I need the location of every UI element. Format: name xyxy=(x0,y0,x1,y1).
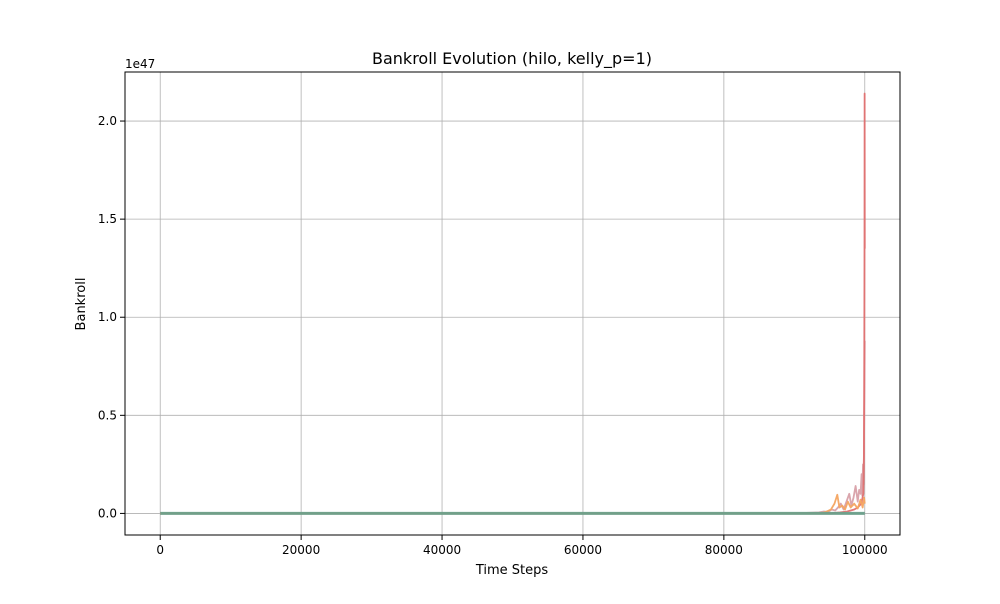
y-tick-label: 1.0 xyxy=(98,310,117,324)
y-tick-label: 0.0 xyxy=(98,506,117,520)
chart-title: Bankroll Evolution (hilo, kelly_p=1) xyxy=(372,49,652,69)
x-tick-label: 80000 xyxy=(705,543,743,557)
y-axis-offset-label: 1e47 xyxy=(125,57,155,71)
x-tick-label: 0 xyxy=(156,543,164,557)
x-tick-label: 100000 xyxy=(842,543,888,557)
series-line-2 xyxy=(160,493,866,515)
y-axis-label: Bankroll xyxy=(74,278,89,331)
x-axis-ticks: 0 20000 40000 60000 80000 100000 xyxy=(156,535,888,557)
plot-frame xyxy=(124,71,901,536)
x-axis-label: Time Steps xyxy=(475,563,549,578)
x-tick-label: 60000 xyxy=(564,543,602,557)
y-tick-label: 0.5 xyxy=(98,408,117,422)
y-axis-ticks: 0.0 0.5 1.0 1.5 2.0 xyxy=(98,114,125,520)
series-lines xyxy=(160,92,866,515)
series-line-1 xyxy=(160,92,866,515)
x-tick-label: 40000 xyxy=(423,543,461,557)
grid xyxy=(125,72,900,535)
y-tick-label: 1.5 xyxy=(98,212,117,226)
y-tick-label: 2.0 xyxy=(98,114,117,128)
x-tick-label: 20000 xyxy=(282,543,320,557)
series-line-0 xyxy=(160,340,866,515)
